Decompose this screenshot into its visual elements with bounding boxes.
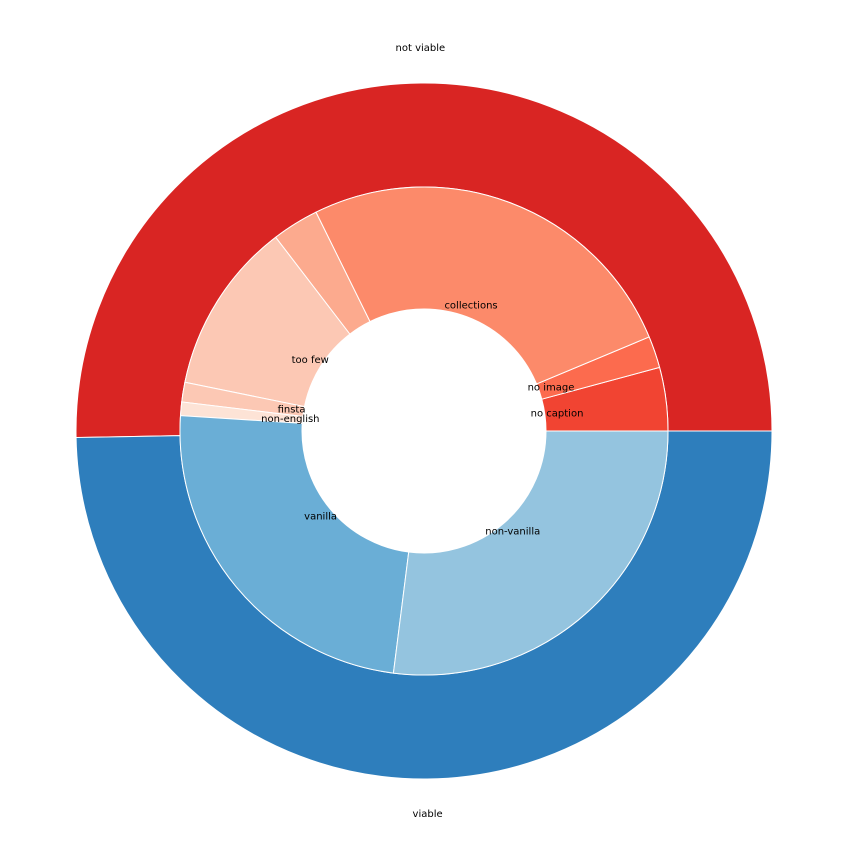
slice-label-not-viable: not viable — [396, 43, 446, 54]
inner-ring-slice-collections — [315, 186, 650, 385]
inner-ring-slice-non-vanilla — [392, 430, 669, 676]
slice-label-vanilla: vanilla — [304, 512, 337, 523]
slice-label-non-english: non-english — [261, 414, 319, 425]
slice-label-finsta: finsta — [278, 405, 306, 416]
slice-label-non-vanilla: non-vanilla — [485, 527, 540, 538]
inner-ring — [179, 186, 669, 676]
slice-labels: not viable viable no caption no image collec… — [261, 43, 583, 820]
slice-label-collections: collections — [444, 300, 497, 311]
slice-label-viable: viable — [413, 809, 443, 820]
slice-label-too-few: too few — [292, 355, 329, 366]
slice-label-no-caption: no caption — [531, 408, 584, 419]
slice-label-no-image: no image — [528, 383, 575, 394]
inner-ring-slice-vanilla — [179, 415, 410, 674]
